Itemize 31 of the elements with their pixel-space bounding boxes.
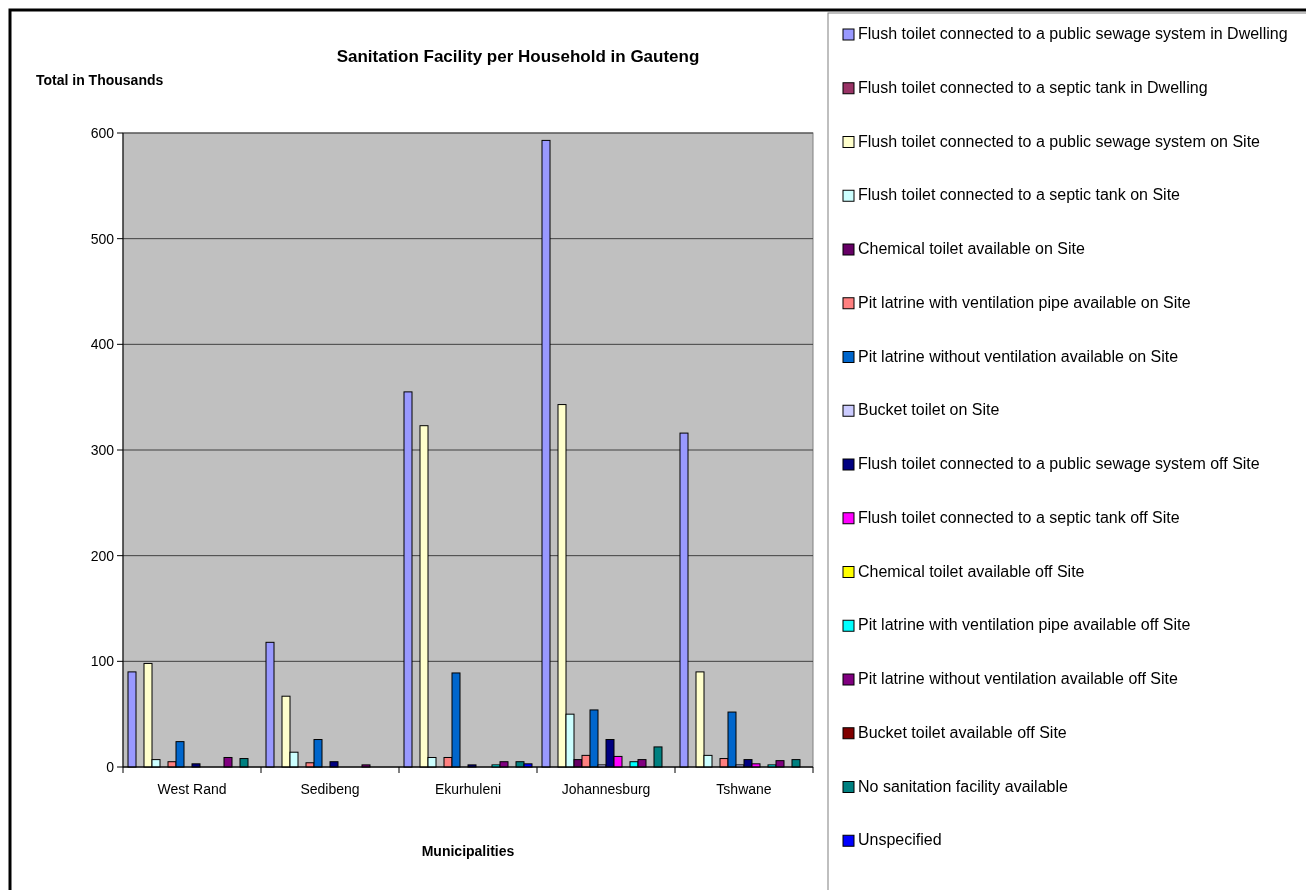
y-tick-label: 200	[90, 547, 115, 564]
y-tick-label: 500	[90, 230, 115, 247]
chart-title: Sanitation Facility per Household in Gauteng	[336, 47, 700, 66]
legend-label: Flush toilet connected to a public sewage system off Site	[858, 455, 1260, 472]
x-axis-title: Municipalities	[421, 843, 515, 859]
legend-label: No sanitation facility available	[858, 777, 1068, 795]
legend-label: Flush toilet connected to a septic tank in Dwelling	[858, 78, 1208, 96]
legend-label: Bucket toilet on Site	[858, 401, 1000, 419]
y-tick-label: 100	[90, 653, 115, 670]
y-tick-label: 300	[90, 441, 115, 458]
x-tick-label: Ekurhuleni	[434, 781, 502, 797]
legend-label: Pit latrine with ventilation pipe available on Site	[858, 293, 1191, 311]
legend-label: Chemical toilet available off Site	[858, 562, 1085, 580]
y-tick-label: 0	[106, 758, 115, 775]
x-tick-label: Tshwane	[716, 781, 772, 797]
x-tick-label: Sedibeng	[300, 781, 360, 797]
y-axis-title: Total in Thousands	[36, 72, 164, 88]
legend-label: Flush toilet connected to a septic tank off Site	[858, 508, 1180, 526]
legend-label: Pit latrine without ventilation available off Site	[858, 670, 1178, 687]
legend-label: Chemical toilet available on Site	[858, 240, 1085, 257]
legend-label: Bucket toilet available off Site	[858, 723, 1067, 741]
legend-label: Pit latrine without ventilation available on Site	[858, 347, 1179, 365]
legend-label: Flush toilet connected to a public sewage system on Site	[858, 132, 1261, 150]
x-tick-label: Johannesburg	[561, 781, 651, 797]
legend-label: Flush toilet connected to a septic tank on Site	[858, 186, 1181, 204]
y-tick-label: 600	[90, 124, 115, 141]
legend-label: Pit latrine with ventilation pipe available off Site	[858, 616, 1191, 634]
y-tick-label: 400	[90, 336, 115, 353]
legend-label: Flush toilet connected to a public sewage system in Dwelling	[858, 25, 1288, 42]
x-tick-label: West Rand	[157, 781, 227, 797]
legend-label: Unspecified	[858, 831, 942, 849]
